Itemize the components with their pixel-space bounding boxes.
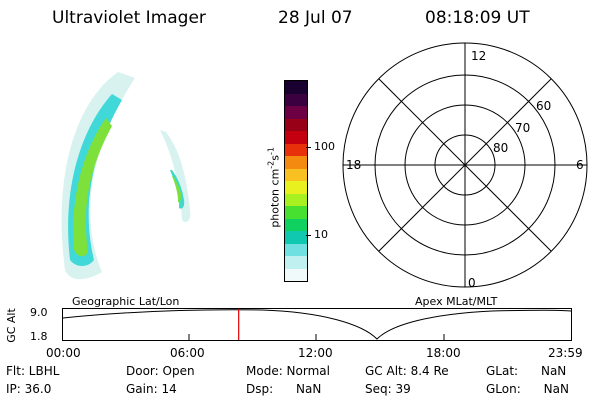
timeline-yaxis-label: GC Alt: [4, 308, 18, 343]
footer-filter: Flt: LBHL: [6, 364, 60, 378]
timeline-xtick-0600: 06:00: [170, 346, 205, 360]
colorbar-segment: [285, 181, 307, 194]
footer-gain: Gain: 14: [126, 382, 177, 396]
footer-ip: IP: 36.0: [6, 382, 52, 396]
colorbar-segment: [285, 143, 307, 156]
colorbar-segment: [285, 131, 307, 144]
colorbar-unit-label: photon cm-2s-1: [266, 147, 282, 228]
timeline-left-title: Geographic Lat/Lon: [72, 295, 180, 308]
colorbar-segment: [285, 231, 307, 244]
footer-seq: Seq: 39: [365, 382, 411, 396]
image-time: 08:18:09 UT: [425, 8, 530, 28]
colorbar-segment: [285, 106, 307, 119]
colorbar-segment: [285, 81, 307, 94]
lat-label-60: 60: [536, 99, 551, 113]
instrument-title: Ultraviolet Imager: [52, 8, 206, 28]
timeline-ytick-top: 9.0: [30, 306, 48, 319]
footer-door: Door: Open: [126, 364, 195, 378]
timeline-xtick-1800: 18:00: [426, 346, 461, 360]
mlt-label-6: 6: [576, 158, 584, 172]
colorbar-segment: [285, 118, 307, 131]
timeline-frame: [62, 308, 572, 341]
colorbar-segment: [285, 268, 307, 281]
footer-mode: Mode: Normal: [246, 364, 330, 378]
colorbar-tick-label-10: 10: [314, 228, 328, 241]
mlt-label-12: 12: [471, 49, 486, 63]
colorbar-segment: [285, 156, 307, 169]
colorbar-segment: [285, 256, 307, 269]
colorbar-segment: [285, 243, 307, 256]
colorbar-tick: [306, 235, 311, 236]
timeline-plot: [62, 308, 572, 341]
colorbar-segment: [285, 168, 307, 181]
aurora-image: [61, 72, 191, 280]
timeline-xtick-1200: 12:00: [298, 346, 333, 360]
image-date: 28 Jul 07: [278, 8, 353, 28]
colorbar-segment: [285, 193, 307, 206]
lat-label-80: 80: [493, 141, 508, 155]
colorbar-tick: [306, 147, 311, 148]
aurora-patch: [170, 170, 185, 209]
footer-gc-alt: GC Alt: 8.4 Re: [365, 364, 449, 378]
timeline-ytick-bottom: 1.8: [30, 330, 48, 343]
mlt-label-18: 18: [346, 158, 361, 172]
colorbar-segment: [285, 218, 307, 231]
altitude-curve: [62, 309, 572, 340]
mlt-label-0: 0: [468, 276, 476, 290]
footer-glat: GLat: NaN: [486, 364, 567, 378]
colorbar-tick-label-100: 100: [314, 140, 335, 153]
colorbar-segment: [285, 93, 307, 106]
footer-dsp: Dsp: NaN: [246, 382, 322, 396]
footer-glon: GLon: NaN: [486, 382, 569, 396]
timeline-xtick-0000: 00:00: [46, 346, 81, 360]
colorbar-segment: [285, 206, 307, 219]
lat-label-70: 70: [515, 121, 530, 135]
polar-plot: 12 18 6 0 60 70 80: [342, 42, 588, 290]
timeline-xtick-2359: 23:59: [548, 346, 583, 360]
mlt-line-diagonal-2: [378, 78, 552, 252]
timeline-right-title: Apex MLat/MLT: [415, 295, 498, 308]
aurora-oval-core: [73, 118, 112, 257]
colorbar: [284, 80, 308, 282]
